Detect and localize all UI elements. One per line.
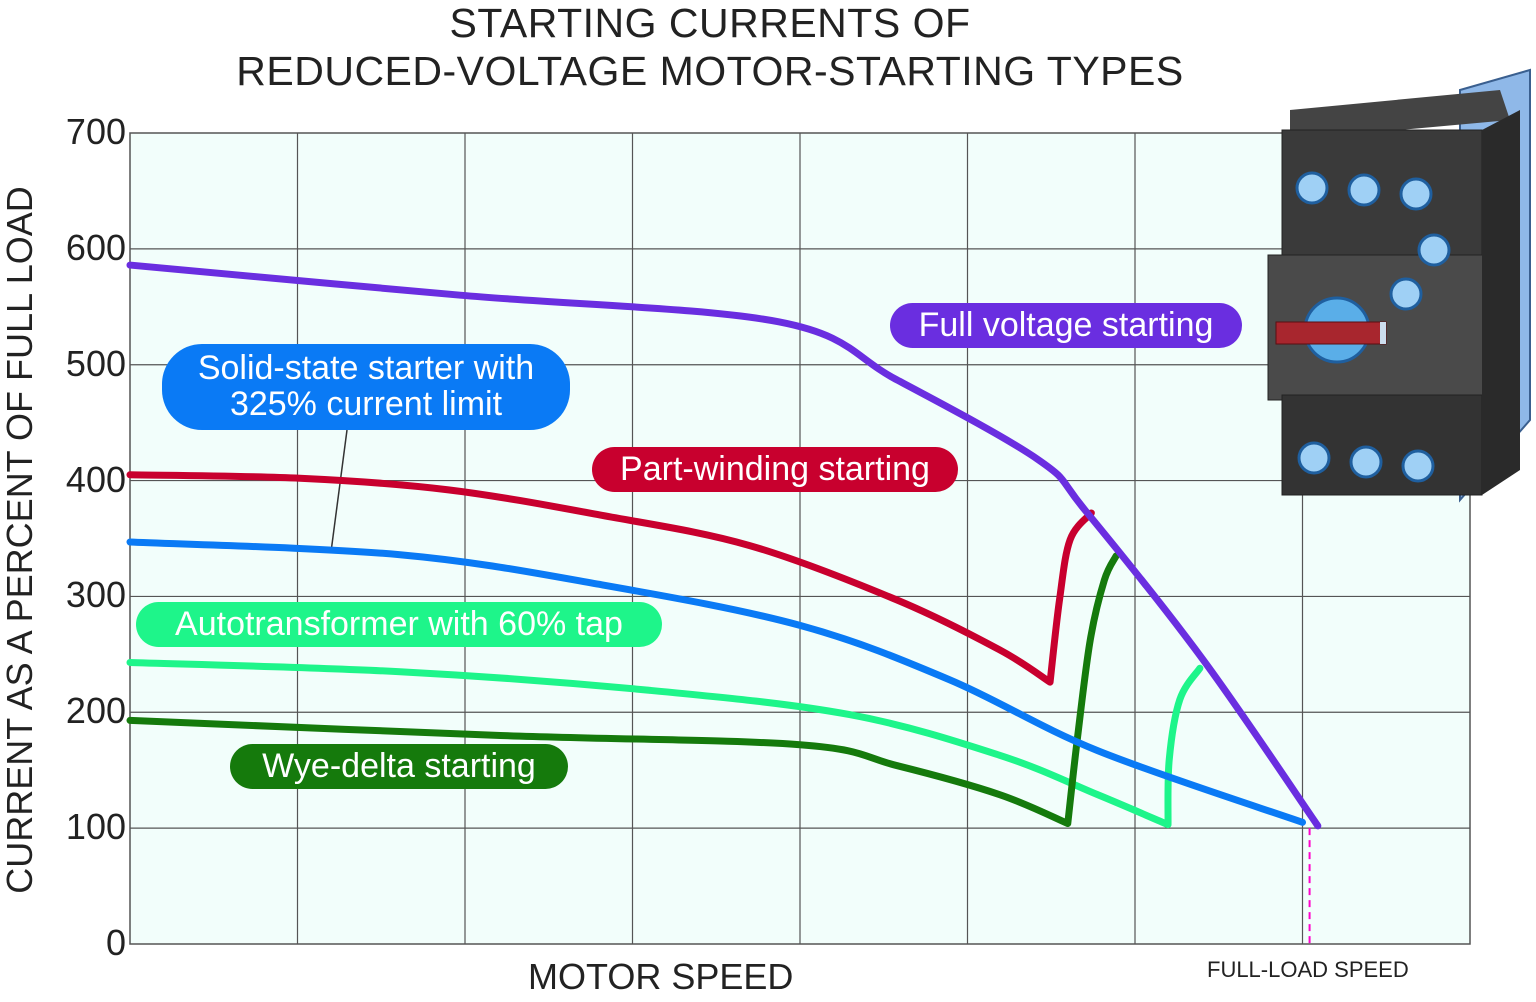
terminal-screw-icon [1401, 449, 1435, 483]
series-line-full-voltage-starting [126, 261, 1322, 830]
label-part-winding: Part-winding starting [592, 447, 958, 492]
label-solid-state: Solid-state starter with 325% current li… [162, 344, 570, 430]
chart-title-line-2: REDUCED-VOLTAGE MOTOR-STARTING TYPES [236, 48, 1184, 94]
y-axis-label: CURRENT AS A PERCENT OF FULL LOAD [0, 186, 40, 894]
x-axis-label: MOTOR SPEED [528, 956, 794, 997]
terminal-screw-icon [1417, 233, 1451, 267]
y-tick-label: 700 [65, 111, 126, 152]
rotary-handle-tip [1380, 322, 1386, 344]
label-wye-delta: Wye-delta starting [230, 744, 568, 789]
y-tick-label: 200 [65, 690, 126, 732]
rotary-handle [1275, 321, 1387, 345]
y-tick-label: 300 [65, 574, 126, 616]
terminal-screw-icon [1347, 173, 1381, 207]
starter-top [1290, 90, 1510, 140]
series-line-solid-state-starter-with-325-current-limit [126, 538, 1306, 826]
series-line-wye-delta-starting [126, 552, 1120, 828]
label-solid-state-line2: 325% current limit [229, 385, 503, 423]
terminal-screw-icon [1297, 441, 1331, 475]
terminal-screw-icon [1399, 177, 1433, 211]
terminal-screw-icon [1349, 445, 1383, 479]
y-tick-label: 500 [65, 342, 126, 384]
terminal-screw-icon [1389, 277, 1423, 311]
motor-starter-illustration [1267, 68, 1531, 503]
full-load-speed-label: FULL-LOAD SPEED [1207, 957, 1409, 982]
terminal-screw-icon [1295, 171, 1329, 205]
chart-title-line-1: STARTING CURRENTS OF [449, 0, 971, 46]
y-tick-label: 0 [105, 922, 126, 963]
series-line-autotransformer-with-60-tap [126, 658, 1204, 829]
label-solid-state-line1: Solid-state starter with [197, 349, 535, 387]
solid-state-leader-line [330, 429, 348, 553]
label-autotransformer: Autotransformer with 60% tap [136, 602, 662, 647]
series-line-part-winding-starting [126, 471, 1095, 686]
y-tick-label: 400 [65, 458, 126, 500]
y-tick-label: 100 [65, 806, 126, 848]
label-full-voltage: Full voltage starting [890, 303, 1242, 348]
starter-side [1482, 110, 1520, 495]
y-tick-label: 600 [65, 226, 126, 268]
